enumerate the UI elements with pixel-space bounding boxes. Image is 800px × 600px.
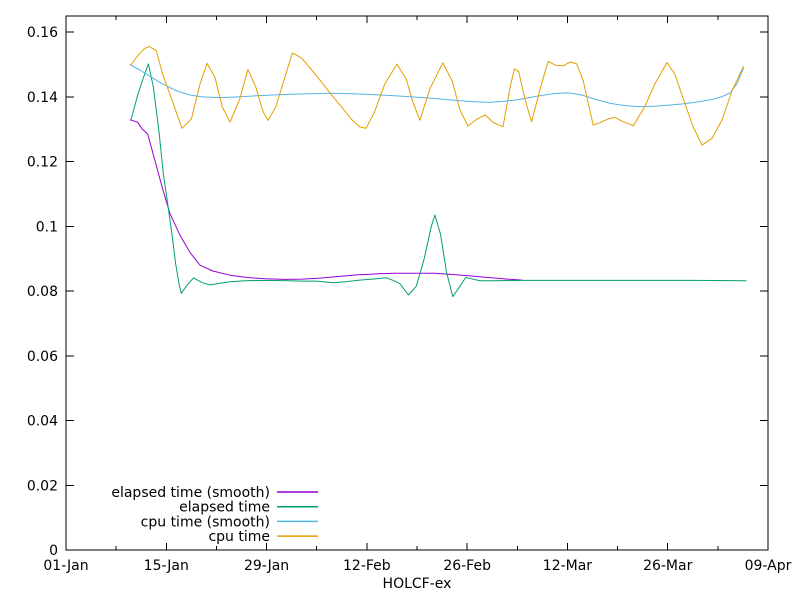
- legend-label: cpu time (smooth): [141, 514, 270, 530]
- x-ticks: [65, 16, 769, 550]
- series-line-elapsed-time-smooth-: [129, 119, 523, 281]
- x-tick-label: 29-Jan: [244, 558, 289, 574]
- x-tick-label: 01-Jan: [43, 558, 88, 574]
- y-ticks: [66, 31, 768, 551]
- y-tick-label: 0.14: [27, 90, 58, 106]
- y-tick-label: 0.12: [27, 155, 58, 171]
- series-line-cpu-time-smooth-: [129, 64, 745, 108]
- y-tick-label: 0: [49, 543, 58, 559]
- x-tick-label: 09-Apr: [745, 558, 792, 574]
- y-tick-label: 0.08: [27, 284, 58, 300]
- x-axis-title: HOLCF-ex: [383, 576, 452, 592]
- legend-label: elapsed time: [179, 500, 270, 516]
- y-tick-label: 0.16: [27, 25, 58, 41]
- legend-label: elapsed time (smooth): [111, 485, 270, 501]
- y-tick-label: 0.04: [27, 414, 58, 430]
- y-tick-labels: 0 0.02 0.04 0.06 0.08 0.1 0.12 0.14 0.16: [27, 25, 58, 559]
- y-tick-label: 0.06: [27, 349, 58, 365]
- series-lines: [129, 45, 747, 298]
- series-line-elapsed-time: [130, 63, 747, 298]
- y-tick-label: 0.1: [36, 219, 58, 235]
- x-tick-label: 12-Feb: [343, 558, 391, 574]
- x-tick-labels: 01-Jan 15-Jan 29-Jan 12-Feb 26-Feb 12-Mar 26-M…: [43, 558, 791, 574]
- x-tick-label: 26-Feb: [443, 558, 491, 574]
- legend-label: cpu time: [208, 529, 270, 545]
- x-tick-label: 26-Mar: [643, 558, 693, 574]
- series-line-cpu-time: [130, 45, 745, 146]
- y-tick-label: 0.02: [27, 478, 58, 494]
- x-tick-label: 15-Jan: [144, 558, 189, 574]
- x-tick-label: 12-Mar: [543, 558, 593, 574]
